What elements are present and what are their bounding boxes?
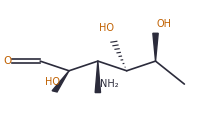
Polygon shape (153, 33, 158, 61)
Text: HO: HO (99, 23, 114, 33)
Text: OH: OH (156, 19, 171, 29)
Text: NH₂: NH₂ (100, 79, 118, 89)
Text: O: O (3, 56, 11, 66)
Polygon shape (95, 61, 101, 93)
Text: HO: HO (45, 77, 60, 87)
Polygon shape (52, 71, 69, 92)
